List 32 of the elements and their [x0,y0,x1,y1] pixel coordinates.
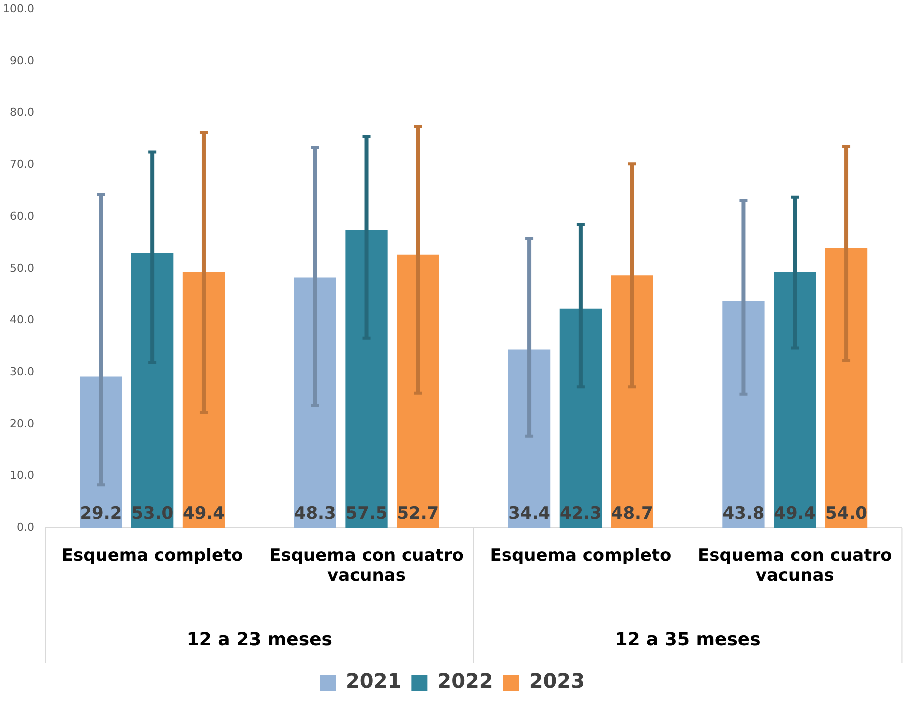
data-label: 48.7 [611,504,654,524]
data-label: 42.3 [560,504,602,524]
legend-label: 2022 [438,669,494,694]
legend-label: 2021 [346,669,402,694]
text: 12 a 23 meses [186,630,332,651]
data-label: 34.4 [508,504,551,524]
data-label: 49.4 [774,504,816,524]
y-tick-label: 80.0 [10,106,34,120]
y-tick-label: 30.0 [10,365,34,378]
y-tick-label: 90.0 [10,54,34,68]
data-label: 29.2 [80,504,122,524]
data-label: 48.3 [294,504,336,524]
y-tick-label: 60.0 [10,210,34,223]
y-tick-label: 0.0 [16,521,34,534]
y-tick-label: 40.0 [10,314,34,327]
x-tick-label: Esquema con cuatro vacunas [270,546,464,586]
data-label: 52.7 [397,504,440,524]
data-label: 43.8 [722,504,765,524]
legend-label: 2023 [529,669,586,694]
x-tick-label: Esquema completo [490,546,672,566]
y-tick-label: 50.0 [10,262,34,275]
y-tick-label: 10.0 [10,469,34,482]
data-label: 49.4 [183,504,226,524]
data-label: 53.0 [132,504,174,524]
y-tick-label: 100.0 [2,2,34,16]
x-tick-label: Esquema con cuatro vacunas [698,546,892,586]
x-tick-label: Esquema completo [62,546,244,566]
data-label: 54.0 [826,504,868,524]
y-tick-label: 70.0 [10,158,34,172]
y-tick-label: 20.0 [10,417,34,430]
data-label: 57.5 [346,504,388,524]
text: 12 a 35 meses [615,630,761,651]
